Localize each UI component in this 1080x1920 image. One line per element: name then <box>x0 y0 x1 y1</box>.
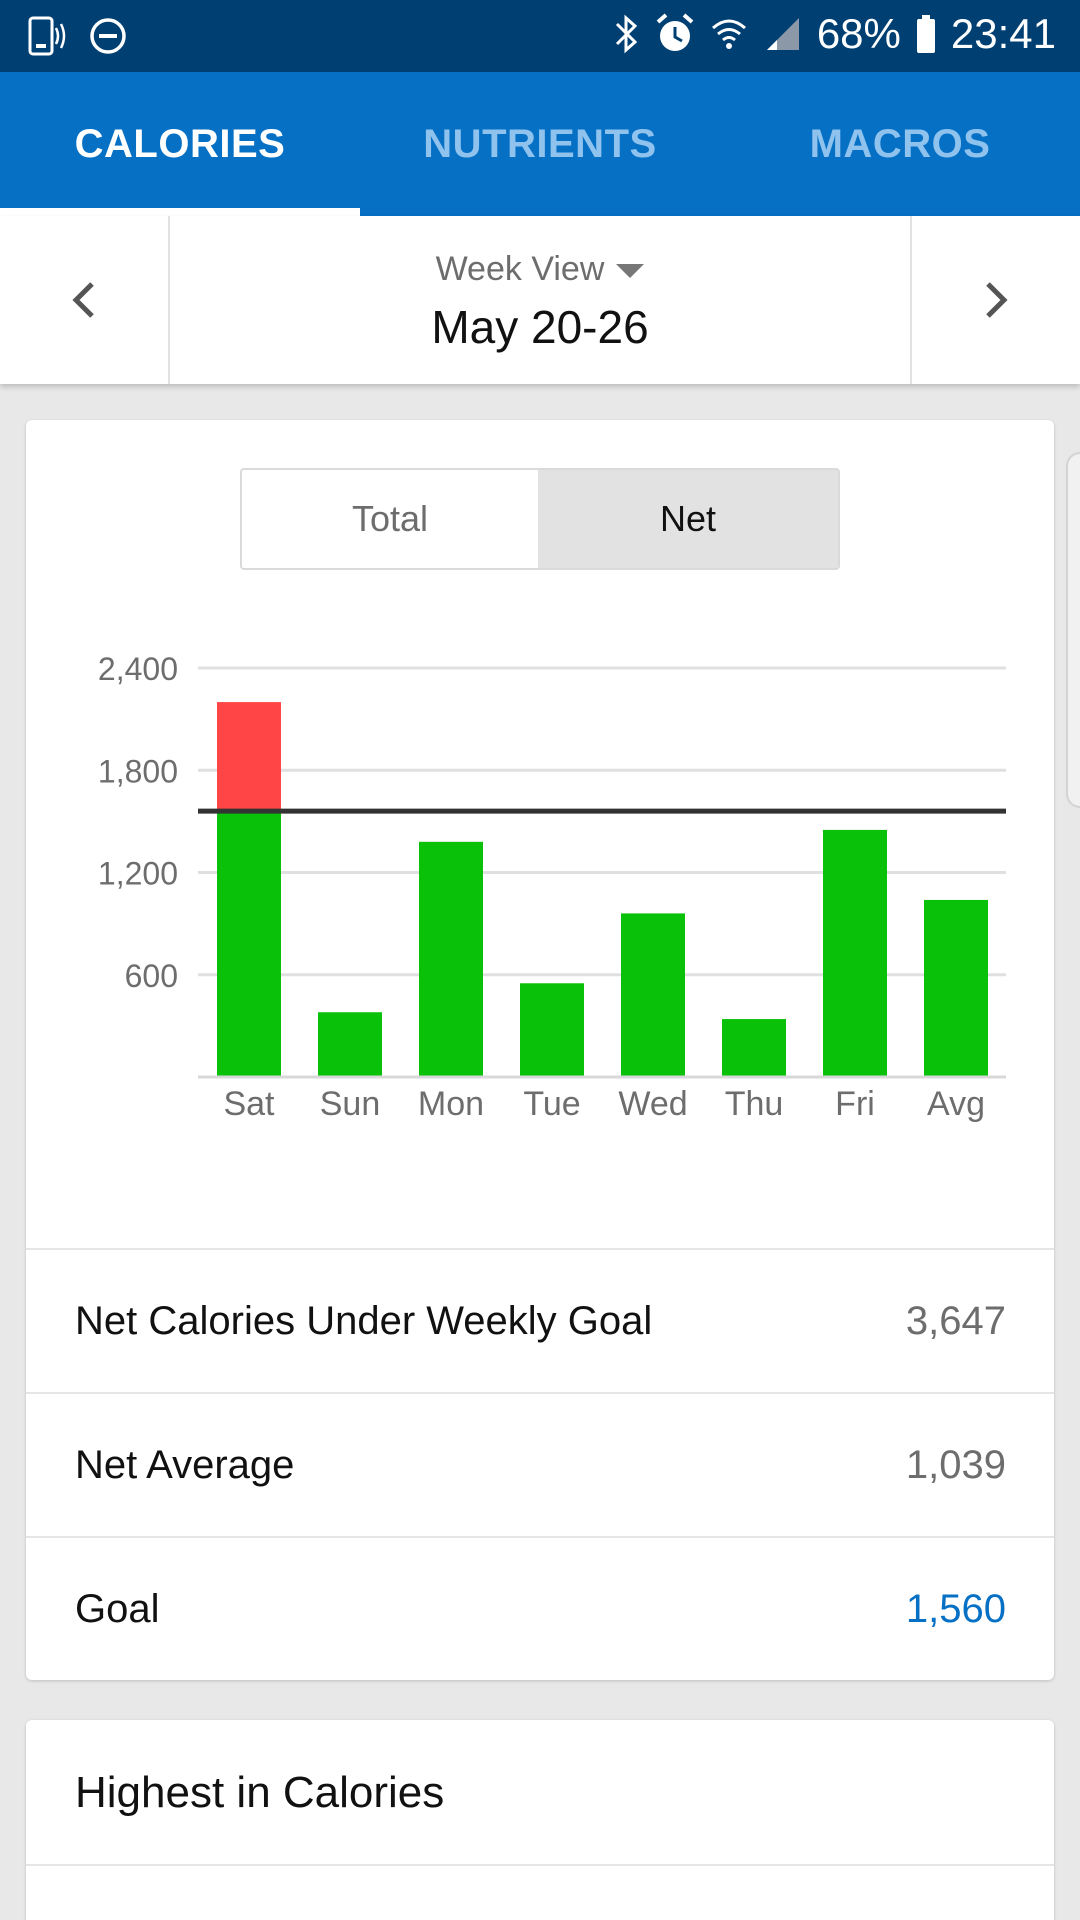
y-tick-label: 2,400 <box>98 651 178 687</box>
tab-calories[interactable]: CALORIES <box>0 72 360 216</box>
x-tick-label: Sat <box>223 1085 275 1123</box>
stat-row-goal[interactable]: Goal 1,560 <box>26 1536 1054 1680</box>
net-average-value: 1,039 <box>905 1442 1006 1487</box>
bar-wed <box>621 913 685 1077</box>
goal-value-link[interactable]: 1,560 <box>905 1586 1006 1631</box>
week-view-dropdown[interactable]: Week View <box>170 250 910 289</box>
highest-calories-card: Highest in Calories <box>26 1720 1054 1920</box>
bar-fri <box>823 829 887 1077</box>
next-week-button[interactable] <box>910 216 1080 384</box>
tab-nutrients[interactable]: NUTRIENTS <box>423 121 657 166</box>
bar-sun <box>318 1012 382 1077</box>
status-left-icons <box>26 14 128 58</box>
bar-sat <box>217 811 281 1077</box>
bar-over-goal-sat <box>217 702 281 812</box>
goal-label: Goal <box>75 1586 160 1631</box>
alarm-icon <box>655 12 695 56</box>
y-tick-label: 1,200 <box>98 856 178 892</box>
highest-calories-title: Highest in Calories <box>75 1768 445 1817</box>
under-goal-label: Net Calories Under Weekly Goal <box>75 1298 653 1343</box>
bar-mon <box>419 841 483 1077</box>
chevron-right-icon <box>986 282 1008 318</box>
wifi-icon <box>709 14 749 54</box>
calories-bar-chart: 600 1,200 1,800 2,400 Sat Sun Mon Tue Wed Thu Fri A… <box>98 651 1006 1123</box>
x-tick-label: Fri <box>835 1085 875 1123</box>
stat-row-net-average: Net Average 1,039 <box>26 1392 1054 1536</box>
tab-macros[interactable]: MACROS <box>809 121 991 166</box>
bar-tue <box>520 983 584 1077</box>
signal-icon <box>763 14 803 54</box>
x-tick-label: Tue <box>523 1085 580 1123</box>
total-toggle-button[interactable]: Total <box>242 470 538 568</box>
x-tick-label: Avg <box>927 1085 985 1123</box>
next-card-peek[interactable] <box>1066 452 1080 808</box>
tab-bar: CALORIES NUTRIENTS MACROS <box>0 72 1080 216</box>
divider <box>26 1864 1054 1866</box>
week-navigator: Week View May 20-26 <box>0 216 1080 384</box>
x-tick-label: Wed <box>618 1085 687 1123</box>
status-right-icons: 68% 23:41 <box>613 10 1056 58</box>
week-view-label: Week View <box>435 250 605 288</box>
x-tick-label: Thu <box>725 1085 784 1123</box>
x-tick-label: Sun <box>320 1085 381 1123</box>
y-tick-label: 600 <box>125 958 178 994</box>
net-toggle-button[interactable]: Net <box>538 470 838 568</box>
under-goal-value: 3,647 <box>905 1298 1006 1343</box>
clock: 23:41 <box>950 10 1056 57</box>
week-range: May 20-26 <box>431 301 649 353</box>
battery-percent: 68% <box>816 10 901 57</box>
previous-week-button[interactable] <box>0 216 170 384</box>
battery-icon <box>915 14 937 54</box>
stat-row-under-goal: Net Calories Under Weekly Goal 3,647 <box>26 1248 1054 1392</box>
bar-avg <box>924 899 988 1077</box>
do-not-disturb-icon <box>88 16 128 56</box>
x-tick-label: Mon <box>418 1085 484 1123</box>
chevron-left-icon <box>72 282 94 318</box>
bluetooth-icon <box>613 12 641 56</box>
status-bar: 68% 23:41 <box>0 0 1080 72</box>
bar-thu <box>722 1019 786 1077</box>
calories-chart-card: Total Net 600 1,200 1,800 2,400 Sat Sun Mon Tue… <box>26 420 1054 1680</box>
caret-down-icon <box>616 264 645 279</box>
phone-vibrate-icon <box>26 14 70 58</box>
total-net-toggle: Total Net <box>240 468 840 570</box>
net-average-label: Net Average <box>75 1442 295 1487</box>
y-tick-label: 1,800 <box>98 753 178 789</box>
week-view-selector[interactable]: Week View May 20-26 <box>170 216 910 384</box>
